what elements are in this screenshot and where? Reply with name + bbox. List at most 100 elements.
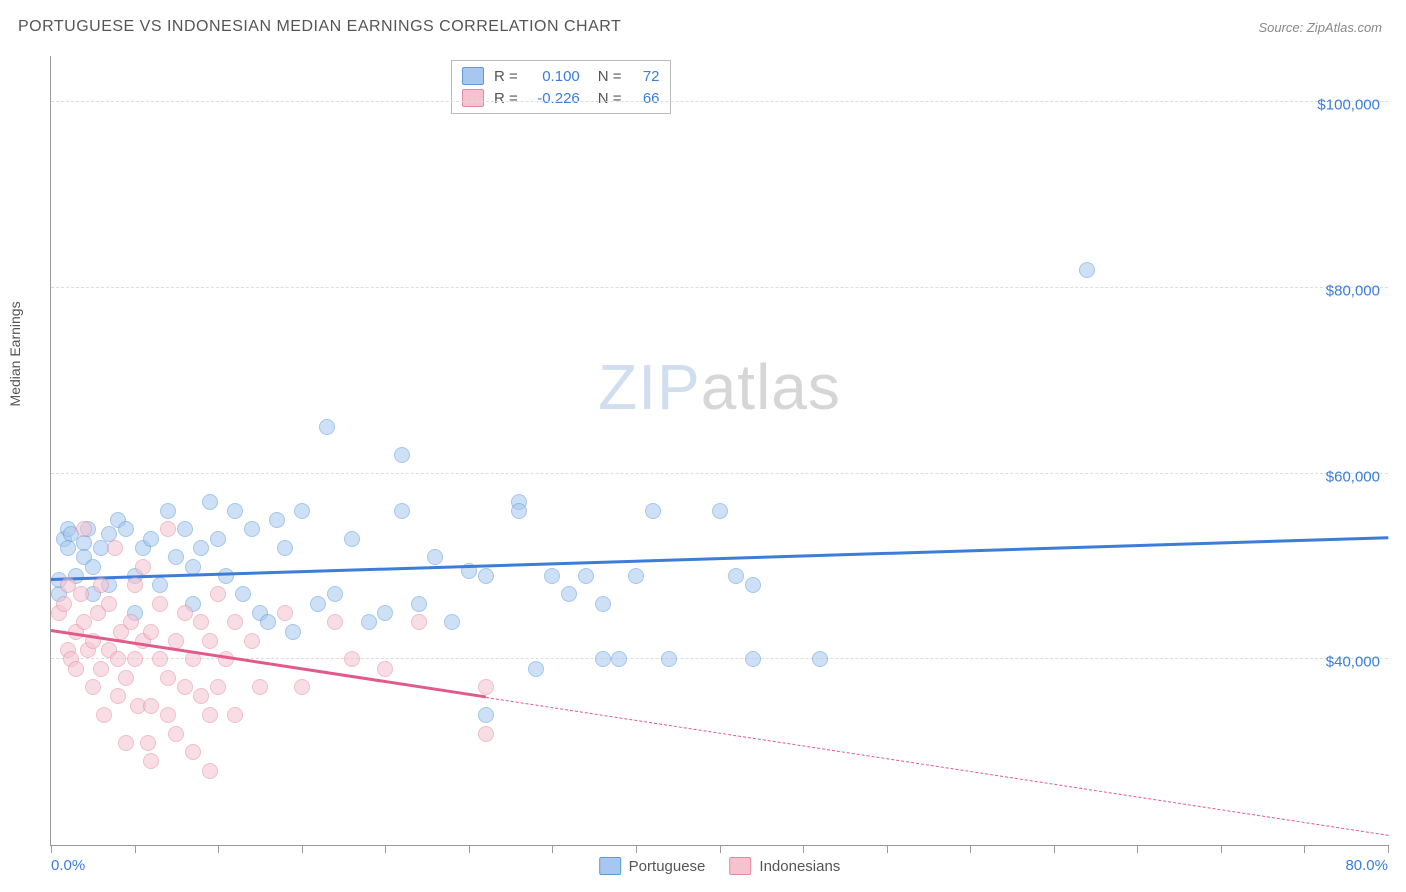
- legend-item: Indonesians: [729, 857, 840, 875]
- data-point: [123, 614, 139, 630]
- data-point: [478, 726, 494, 742]
- data-point: [561, 586, 577, 602]
- x-tick: [1137, 845, 1138, 853]
- legend-swatch: [462, 67, 484, 85]
- data-point: [661, 651, 677, 667]
- stats-legend: R =0.100N =72R =-0.226N =66: [451, 60, 671, 114]
- stats-row: R =0.100N =72: [462, 65, 660, 87]
- y-tick-label: $100,000: [1317, 97, 1380, 114]
- data-point: [377, 605, 393, 621]
- y-tick-label: $40,000: [1326, 654, 1380, 671]
- data-point: [319, 419, 335, 435]
- source-label: Source: ZipAtlas.com: [1258, 20, 1382, 35]
- y-axis-title: Median Earnings: [7, 301, 23, 406]
- data-point: [160, 503, 176, 519]
- data-point: [478, 679, 494, 695]
- data-point: [140, 735, 156, 751]
- data-point: [227, 503, 243, 519]
- chart-area: Median Earnings ZIPatlas R =0.100N =72R …: [50, 56, 1388, 846]
- data-point: [544, 568, 560, 584]
- data-point: [107, 540, 123, 556]
- data-point: [344, 531, 360, 547]
- data-point: [478, 707, 494, 723]
- r-value: -0.226: [528, 90, 580, 107]
- data-point: [277, 540, 293, 556]
- data-point: [235, 586, 251, 602]
- data-point: [160, 670, 176, 686]
- x-axis-max-label: 80.0%: [1345, 857, 1388, 874]
- watermark-atlas: atlas: [701, 351, 841, 423]
- data-point: [411, 614, 427, 630]
- watermark: ZIPatlas: [598, 350, 841, 424]
- data-point: [285, 624, 301, 640]
- data-point: [227, 707, 243, 723]
- r-label: R =: [494, 68, 518, 85]
- x-tick: [218, 845, 219, 853]
- data-point: [294, 503, 310, 519]
- chart-title: PORTUGUESE VS INDONESIAN MEDIAN EARNINGS…: [18, 18, 621, 36]
- r-label: R =: [494, 90, 518, 107]
- data-point: [478, 568, 494, 584]
- data-point: [202, 707, 218, 723]
- data-point: [96, 707, 112, 723]
- data-point: [202, 494, 218, 510]
- gridline: [51, 287, 1388, 288]
- data-point: [118, 670, 134, 686]
- data-point: [628, 568, 644, 584]
- data-point: [411, 596, 427, 612]
- data-point: [160, 521, 176, 537]
- x-tick: [469, 845, 470, 853]
- legend-swatch: [729, 857, 751, 875]
- data-point: [177, 521, 193, 537]
- data-point: [193, 688, 209, 704]
- data-point: [127, 577, 143, 593]
- data-point: [611, 651, 627, 667]
- trend-line: [485, 697, 1388, 836]
- legend-swatch: [462, 89, 484, 107]
- x-tick: [636, 845, 637, 853]
- gridline: [51, 101, 1388, 102]
- n-value: 72: [632, 68, 660, 85]
- data-point: [127, 651, 143, 667]
- x-tick: [803, 845, 804, 853]
- data-point: [269, 512, 285, 528]
- data-point: [160, 707, 176, 723]
- gridline: [51, 473, 1388, 474]
- data-point: [68, 661, 84, 677]
- x-axis-min-label: 0.0%: [51, 857, 85, 874]
- data-point: [578, 568, 594, 584]
- data-point: [135, 559, 151, 575]
- data-point: [168, 549, 184, 565]
- n-label: N =: [598, 90, 622, 107]
- data-point: [394, 447, 410, 463]
- x-tick: [385, 845, 386, 853]
- data-point: [85, 679, 101, 695]
- data-point: [93, 661, 109, 677]
- legend-item: Portuguese: [599, 857, 706, 875]
- data-point: [193, 540, 209, 556]
- data-point: [60, 540, 76, 556]
- data-point: [260, 614, 276, 630]
- data-point: [227, 614, 243, 630]
- data-point: [728, 568, 744, 584]
- series-legend: Portuguese Indonesians: [599, 857, 841, 875]
- data-point: [377, 661, 393, 677]
- n-label: N =: [598, 68, 622, 85]
- x-tick: [135, 845, 136, 853]
- data-point: [93, 577, 109, 593]
- x-tick: [1304, 845, 1305, 853]
- data-point: [712, 503, 728, 519]
- data-point: [444, 614, 460, 630]
- data-point: [143, 753, 159, 769]
- legend-label: Indonesians: [759, 858, 840, 875]
- x-tick: [1054, 845, 1055, 853]
- n-value: 66: [632, 90, 660, 107]
- data-point: [143, 624, 159, 640]
- data-point: [118, 735, 134, 751]
- data-point: [327, 614, 343, 630]
- data-point: [210, 586, 226, 602]
- data-point: [152, 596, 168, 612]
- data-point: [210, 679, 226, 695]
- data-point: [73, 586, 89, 602]
- trend-line: [51, 536, 1388, 580]
